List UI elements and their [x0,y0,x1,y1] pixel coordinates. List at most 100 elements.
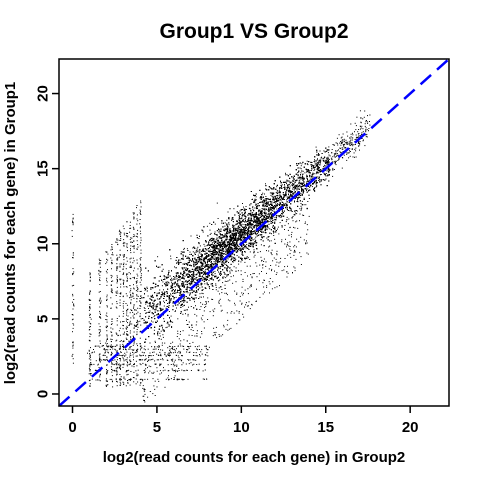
data-point [255,226,257,228]
data-point [182,257,184,259]
data-point [240,222,242,224]
data-point [191,277,193,279]
data-point [156,294,158,296]
data-point [178,263,180,264]
data-point [279,191,281,192]
data-point [283,205,285,207]
data-point [259,221,261,222]
data-point [315,146,317,148]
data-point [280,184,282,186]
data-point [269,207,271,209]
data-point [283,187,285,188]
data-point [223,256,224,258]
data-point [175,296,177,298]
data-point [162,268,164,270]
data-point [197,250,198,252]
data-point [327,169,329,171]
data-point [252,226,254,228]
data-point [216,234,218,236]
data-point [314,168,316,170]
data-point [292,177,294,179]
data-point [220,242,221,244]
data-point [265,196,267,197]
data-point [202,231,204,233]
data-point [299,191,300,193]
data-point [271,196,273,197]
data-point [193,280,194,282]
data-point [213,259,215,260]
data-point [255,199,257,201]
data-point [269,192,271,194]
data-point [205,248,207,250]
data-point [210,257,212,259]
data-point [170,258,172,260]
data-point [193,298,195,300]
data-point [192,278,194,280]
data-point [324,159,326,161]
data-point [171,290,173,291]
data-point [180,251,182,253]
data-point [266,202,268,204]
data-point [163,318,165,320]
data-point [265,217,267,219]
data-point [243,221,245,222]
data-point [206,259,208,261]
data-point [162,334,164,336]
data-point [209,229,211,231]
data-point [164,302,165,304]
data-point [260,219,262,221]
data-point [183,247,185,249]
data-point [237,227,239,229]
data-point [268,221,270,222]
data-point [243,228,244,230]
data-point [254,201,256,203]
data-point [289,210,291,212]
data-point [245,231,247,233]
data-point [197,262,198,264]
data-point [217,269,219,271]
data-point [179,259,181,261]
data-point [285,194,287,196]
data-point [195,250,197,252]
data-point [200,270,202,272]
data-point [244,261,246,263]
data-point [248,213,250,215]
data-point [183,248,185,250]
data-point [223,241,225,243]
data-point [201,261,203,263]
data-point [307,169,309,170]
data-point [298,186,300,188]
data-point [255,236,257,238]
data-point [264,208,266,210]
data-point [243,206,244,208]
data-point [290,192,292,194]
data-point [242,244,244,246]
data-point [159,266,161,268]
data-point [226,242,228,244]
data-point [300,205,302,207]
data-point [188,286,190,288]
data-point [265,183,266,185]
data-point [231,240,233,242]
data-point [214,247,216,249]
data-point [246,224,248,226]
data-point [232,233,234,235]
data-point [216,235,218,237]
data-point [271,233,272,235]
data-point [153,277,155,279]
data-point [254,241,256,243]
data-point [240,248,241,250]
data-point [283,203,285,205]
data-point [239,216,241,218]
data-point [224,228,226,230]
data-point [178,292,180,293]
data-point [270,217,272,219]
data-point [255,196,257,198]
data-point [261,208,263,210]
data-point [270,220,271,222]
data-point [302,185,304,187]
data-point [163,289,164,291]
data-point [273,197,275,199]
data-point [199,287,201,289]
